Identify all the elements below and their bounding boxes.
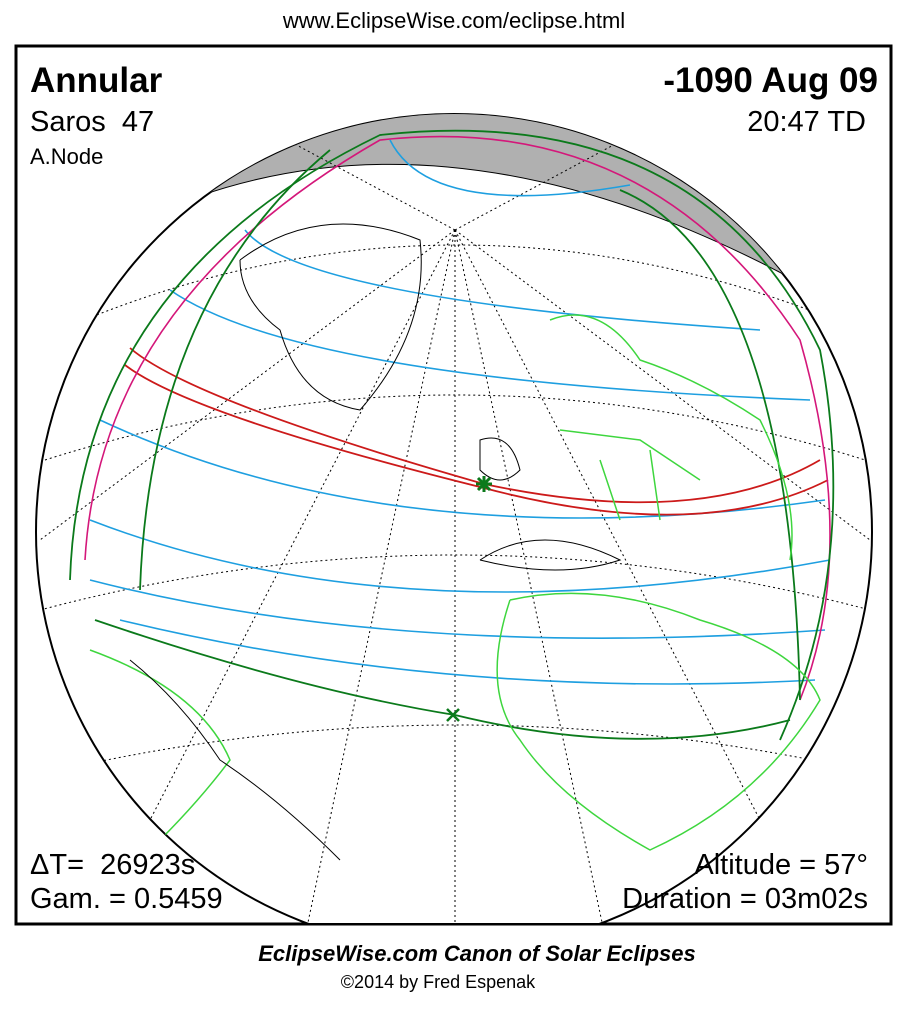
greatest-eclipse-marker (476, 476, 492, 492)
gamma: Gam. = 0.5459 (30, 883, 223, 915)
footer-title: EclipseWise.com Canon of Solar Eclipses (258, 941, 696, 966)
globe (35, 113, 873, 923)
saros: Saros 47 (30, 106, 154, 138)
url: www.EclipseWise.com/eclipse.html (282, 8, 625, 33)
eclipse-type: Annular (30, 61, 163, 100)
node: A.Node (30, 144, 103, 169)
time: 20:47 TD (747, 106, 866, 138)
altitude: Altitude = 57° (694, 849, 868, 881)
footer-credit: ©2014 by Fred Espenak (341, 972, 536, 992)
delta-t: ΔT= 26923s (30, 849, 195, 881)
date: -1090 Aug 09 (663, 61, 878, 100)
duration: Duration = 03m02s (622, 883, 868, 915)
sub-solar-marker (446, 708, 460, 722)
